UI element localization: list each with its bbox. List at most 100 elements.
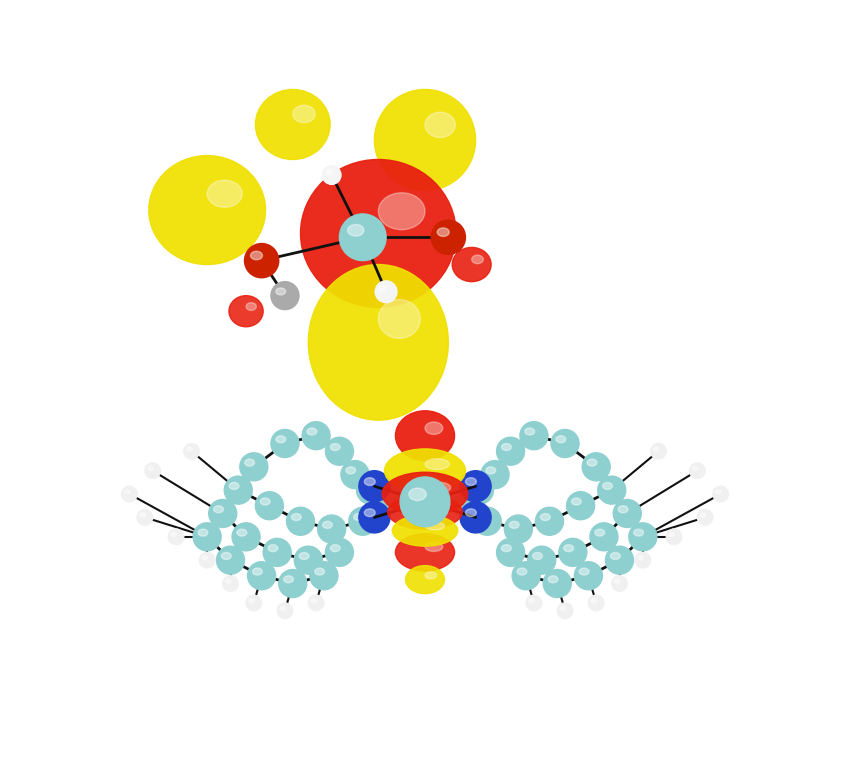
Ellipse shape xyxy=(536,507,564,535)
Ellipse shape xyxy=(629,523,657,551)
Ellipse shape xyxy=(223,576,238,591)
Ellipse shape xyxy=(425,542,443,552)
Ellipse shape xyxy=(481,461,509,489)
Ellipse shape xyxy=(279,569,307,598)
Ellipse shape xyxy=(615,579,620,584)
Ellipse shape xyxy=(264,538,292,566)
Ellipse shape xyxy=(560,607,565,610)
Ellipse shape xyxy=(447,490,456,497)
Ellipse shape xyxy=(590,523,618,551)
Ellipse shape xyxy=(460,502,491,533)
Ellipse shape xyxy=(359,502,390,533)
Ellipse shape xyxy=(314,568,325,575)
Ellipse shape xyxy=(341,461,369,489)
Ellipse shape xyxy=(255,89,330,159)
Ellipse shape xyxy=(666,529,682,545)
Ellipse shape xyxy=(466,476,494,504)
Ellipse shape xyxy=(486,467,496,474)
Ellipse shape xyxy=(700,513,706,517)
Ellipse shape xyxy=(460,471,491,502)
Ellipse shape xyxy=(425,482,450,493)
Ellipse shape xyxy=(548,576,558,583)
Ellipse shape xyxy=(425,572,437,579)
Ellipse shape xyxy=(571,498,581,505)
Ellipse shape xyxy=(310,562,337,590)
Ellipse shape xyxy=(375,281,397,303)
Ellipse shape xyxy=(442,484,470,512)
Ellipse shape xyxy=(591,599,597,602)
Ellipse shape xyxy=(271,282,299,310)
Ellipse shape xyxy=(598,476,626,504)
Ellipse shape xyxy=(237,529,246,536)
Ellipse shape xyxy=(356,476,384,504)
Ellipse shape xyxy=(365,509,375,517)
Ellipse shape xyxy=(496,538,524,566)
Ellipse shape xyxy=(137,510,153,525)
Ellipse shape xyxy=(524,428,535,435)
Ellipse shape xyxy=(533,552,542,559)
Ellipse shape xyxy=(580,568,589,575)
Ellipse shape xyxy=(425,459,450,470)
Ellipse shape xyxy=(301,159,456,307)
Ellipse shape xyxy=(416,494,426,501)
Ellipse shape xyxy=(186,447,192,451)
Ellipse shape xyxy=(473,507,502,535)
Ellipse shape xyxy=(322,166,341,184)
Ellipse shape xyxy=(249,599,254,602)
Ellipse shape xyxy=(193,523,221,551)
Ellipse shape xyxy=(209,499,236,527)
Ellipse shape xyxy=(543,569,571,598)
Ellipse shape xyxy=(148,467,153,470)
Ellipse shape xyxy=(556,436,566,443)
Ellipse shape xyxy=(425,112,456,138)
Ellipse shape xyxy=(612,576,627,591)
Ellipse shape xyxy=(564,545,574,552)
Ellipse shape xyxy=(479,513,488,520)
Ellipse shape xyxy=(388,495,462,529)
Ellipse shape xyxy=(184,443,200,459)
Ellipse shape xyxy=(395,534,455,571)
Ellipse shape xyxy=(529,599,535,602)
Ellipse shape xyxy=(409,488,426,500)
Ellipse shape xyxy=(567,492,595,520)
Ellipse shape xyxy=(326,170,332,174)
Ellipse shape xyxy=(551,429,579,457)
Ellipse shape xyxy=(526,595,541,611)
Ellipse shape xyxy=(122,486,137,502)
Ellipse shape xyxy=(318,515,346,543)
Ellipse shape xyxy=(517,568,527,575)
Ellipse shape xyxy=(380,484,408,512)
Ellipse shape xyxy=(605,546,633,574)
Ellipse shape xyxy=(284,576,293,583)
Ellipse shape xyxy=(379,286,387,291)
Ellipse shape xyxy=(171,532,177,537)
Ellipse shape xyxy=(221,552,231,559)
Ellipse shape xyxy=(359,471,390,502)
Ellipse shape xyxy=(326,538,354,566)
Ellipse shape xyxy=(595,529,604,536)
Ellipse shape xyxy=(271,429,299,457)
Ellipse shape xyxy=(400,477,450,527)
Ellipse shape xyxy=(378,193,425,230)
Ellipse shape xyxy=(405,566,445,594)
Ellipse shape xyxy=(587,459,597,466)
Ellipse shape xyxy=(229,296,264,327)
Ellipse shape xyxy=(251,251,263,260)
Ellipse shape xyxy=(217,546,245,574)
Ellipse shape xyxy=(713,486,728,502)
Ellipse shape xyxy=(299,552,309,559)
Ellipse shape xyxy=(354,513,364,520)
Ellipse shape xyxy=(230,482,239,489)
Ellipse shape xyxy=(384,449,466,492)
Ellipse shape xyxy=(528,546,556,574)
Ellipse shape xyxy=(245,459,254,466)
Ellipse shape xyxy=(144,463,161,478)
Ellipse shape xyxy=(246,303,257,310)
Ellipse shape xyxy=(716,490,721,494)
Ellipse shape xyxy=(697,510,713,525)
Ellipse shape xyxy=(309,595,324,611)
Ellipse shape xyxy=(348,224,364,237)
Ellipse shape xyxy=(309,265,448,420)
Ellipse shape xyxy=(247,562,275,590)
Ellipse shape xyxy=(504,515,532,543)
